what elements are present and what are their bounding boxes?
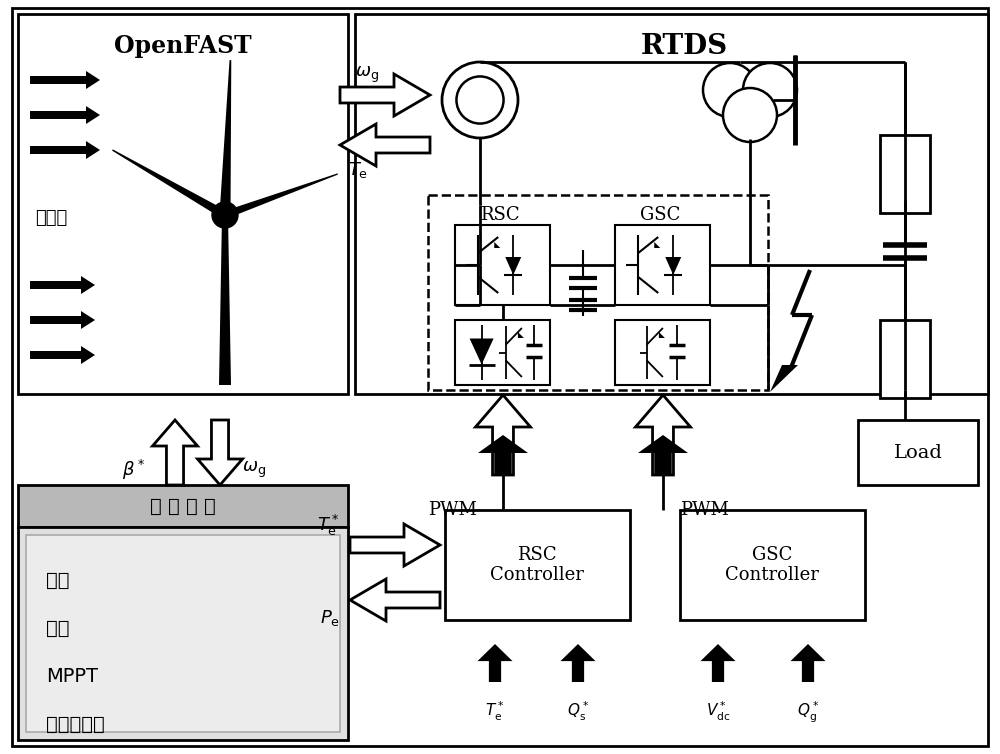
FancyBboxPatch shape [880, 135, 930, 213]
FancyBboxPatch shape [455, 320, 550, 385]
Text: MPPT: MPPT [46, 667, 98, 685]
Text: $Q_\mathrm{g}^*$: $Q_\mathrm{g}^*$ [797, 700, 819, 725]
Text: 主 控 制 器: 主 控 制 器 [150, 496, 216, 516]
FancyBboxPatch shape [615, 320, 710, 385]
Text: $\beta^*$: $\beta^*$ [122, 458, 145, 482]
Polygon shape [350, 579, 440, 621]
FancyBboxPatch shape [680, 510, 865, 620]
Text: 槆距角控制: 槆距角控制 [46, 715, 105, 734]
Polygon shape [638, 435, 688, 475]
Text: $T_\mathrm{e}^*$: $T_\mathrm{e}^*$ [317, 513, 340, 538]
FancyBboxPatch shape [18, 485, 348, 527]
Circle shape [442, 62, 518, 138]
FancyBboxPatch shape [455, 225, 550, 305]
Text: OpenFAST: OpenFAST [114, 34, 252, 58]
Polygon shape [790, 644, 826, 682]
FancyBboxPatch shape [858, 420, 978, 485]
Polygon shape [770, 365, 798, 392]
Text: $P_\mathrm{e}$: $P_\mathrm{e}$ [320, 608, 340, 628]
Text: 停机: 停机 [46, 618, 70, 637]
Polygon shape [560, 644, 596, 682]
Text: RTDS: RTDS [641, 32, 728, 60]
Text: $\omega_\mathrm{g}$: $\omega_\mathrm{g}$ [355, 65, 379, 85]
Polygon shape [478, 435, 528, 475]
Text: RSC: RSC [480, 206, 520, 224]
Polygon shape [198, 420, 242, 485]
FancyBboxPatch shape [445, 510, 630, 620]
Polygon shape [30, 346, 95, 364]
Text: GSC: GSC [640, 206, 680, 224]
Circle shape [456, 76, 504, 124]
Text: PWM: PWM [680, 501, 729, 519]
Polygon shape [476, 395, 530, 475]
FancyBboxPatch shape [18, 14, 348, 394]
Circle shape [743, 63, 797, 117]
FancyBboxPatch shape [12, 8, 988, 746]
Polygon shape [494, 242, 500, 248]
FancyBboxPatch shape [615, 225, 710, 305]
Text: 启动: 启动 [46, 571, 70, 590]
Circle shape [723, 88, 777, 142]
Polygon shape [350, 524, 440, 566]
Text: $V_\mathrm{dc}^*$: $V_\mathrm{dc}^*$ [706, 700, 730, 723]
Polygon shape [665, 257, 681, 275]
Polygon shape [636, 395, 690, 475]
Polygon shape [340, 74, 430, 116]
FancyBboxPatch shape [880, 320, 930, 398]
Polygon shape [224, 173, 338, 219]
Polygon shape [654, 242, 660, 248]
FancyBboxPatch shape [18, 527, 348, 740]
Polygon shape [505, 257, 521, 275]
Polygon shape [220, 60, 231, 215]
Text: Load: Load [894, 444, 942, 462]
Polygon shape [478, 644, 512, 682]
Polygon shape [30, 141, 100, 159]
FancyBboxPatch shape [355, 14, 988, 394]
Text: $\omega_\mathrm{g}$: $\omega_\mathrm{g}$ [242, 460, 266, 480]
Polygon shape [219, 215, 231, 385]
Polygon shape [30, 276, 95, 294]
Polygon shape [700, 644, 736, 682]
Polygon shape [470, 339, 494, 364]
FancyBboxPatch shape [26, 535, 340, 732]
Text: 湍流风: 湍流风 [35, 209, 67, 227]
Circle shape [703, 63, 757, 117]
Circle shape [212, 202, 238, 228]
Text: $Q_\mathrm{s}^*$: $Q_\mathrm{s}^*$ [567, 700, 589, 723]
Text: $T_\mathrm{e}$: $T_\mathrm{e}$ [348, 160, 368, 180]
Polygon shape [518, 332, 524, 338]
Text: PWM: PWM [428, 501, 477, 519]
Text: RSC
Controller: RSC Controller [490, 546, 584, 584]
Text: $T_\mathrm{e}^*$: $T_\mathrm{e}^*$ [485, 700, 505, 723]
Polygon shape [30, 106, 100, 124]
Polygon shape [152, 420, 198, 485]
Polygon shape [112, 149, 227, 219]
Polygon shape [659, 332, 665, 338]
Polygon shape [340, 124, 430, 166]
Polygon shape [30, 311, 95, 329]
Text: GSC
Controller: GSC Controller [725, 546, 819, 584]
Polygon shape [30, 71, 100, 89]
